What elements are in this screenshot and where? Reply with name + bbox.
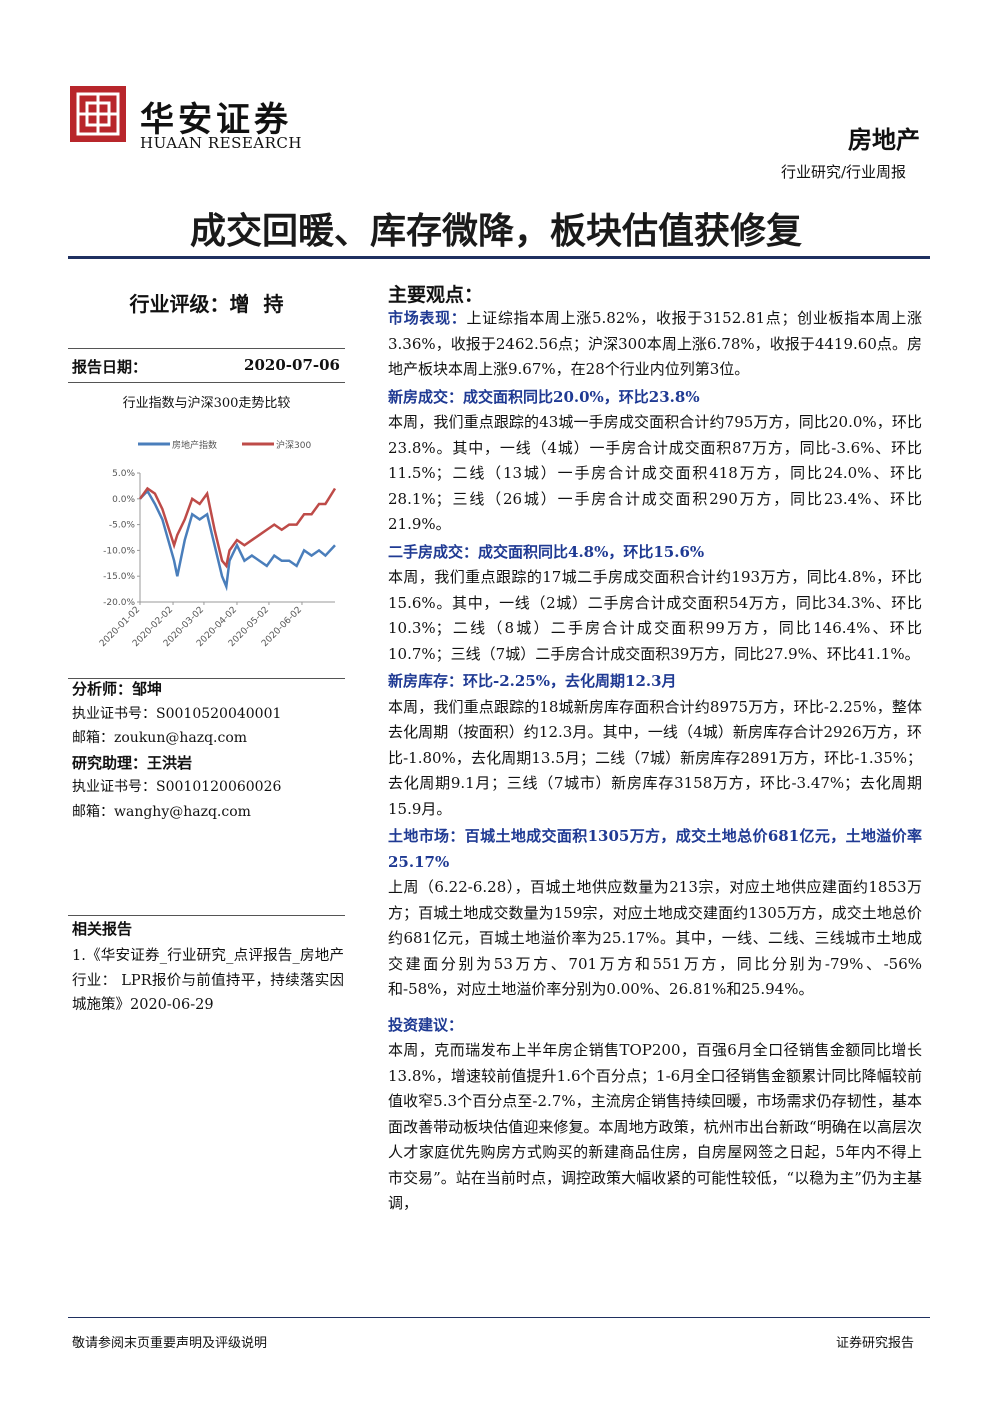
section-text: 本周，我们重点跟踪的17城二手房成交面积合计约193万方，同比4.8%，环比15… — [388, 568, 922, 663]
cert: 执业证书号：S0010520040001 — [72, 702, 347, 727]
analysts: 分析师：邹坤 执业证书号：S0010520040001 邮箱：zoukun@hazq… — [72, 677, 347, 824]
line-series — [138, 486, 337, 569]
y-tick-label: 5.0% — [112, 469, 135, 479]
rating-label: 行业评级： — [129, 292, 230, 316]
section-text: 本周，我们重点跟踪的18城新房库存面积合计约8975万方，环比-2.25%，整体… — [388, 697, 922, 818]
logo — [70, 86, 126, 142]
related-title: 相关报告 — [72, 920, 133, 938]
sector: 房地产 — [848, 125, 920, 154]
email-label: 邮箱： — [72, 730, 114, 746]
rule — [68, 382, 345, 383]
y-tick-label: 0.0% — [112, 495, 135, 505]
email-label: 邮箱： — [72, 803, 114, 820]
section-heading: 二手房成交：成交面积同比4.8%，环比15.6% — [388, 542, 705, 561]
name: 邹坤 — [132, 680, 163, 698]
footer-rule — [68, 1317, 930, 1318]
section-heading: 新房成交：成交面积同比20.0%，环比23.8% — [388, 387, 700, 406]
section-text: 上周（6.22-6.28），百城土地供应数量为213宗，对应土地供应建面约185… — [388, 878, 922, 998]
email: 邮箱：zoukun@hazq.com — [72, 726, 347, 751]
paragraph: 市场表现：上证综指本周上涨5.82%，收报于3152.81点；创业板指本周上涨3… — [388, 306, 922, 383]
y-tick-label: -15.0% — [103, 572, 135, 582]
section-text: 本周，我们重点跟踪的43城一手房成交面积合计约795万方，同比20.0%，环比2… — [388, 413, 922, 533]
section-text: 上证综指本周上涨5.82%，收报于3152.81点；创业板指本周上涨3.36%，… — [388, 309, 922, 378]
email-value: wanghy@hazq.com — [114, 803, 251, 820]
chart-title: 行业指数与沪深300走势比较 — [122, 396, 291, 411]
footer-left: 敬请参阅末页重要声明及评级说明 — [72, 1336, 268, 1351]
rule — [68, 348, 345, 349]
rule — [68, 678, 345, 679]
cert-value: S0010120060026 — [156, 779, 282, 795]
cert-value: S0010520040001 — [156, 705, 282, 722]
rating-value: 增 持 — [229, 292, 284, 316]
footer-right: 证券研究报告 — [835, 1336, 914, 1351]
line-series — [139, 488, 336, 592]
name: 王洪岩 — [147, 753, 193, 772]
y-tick-label: -20.0% — [103, 598, 135, 608]
section-heading: 土地市场：百城土地成交面积1305万方，成交土地总价681亿元，土地溢价率25.… — [388, 827, 922, 871]
title: 成交回暖、库存微降，板块估值获修复 — [189, 210, 802, 252]
main-title: 主要观点： — [388, 284, 484, 306]
analyst-name: 分析师：邹坤 — [72, 677, 347, 702]
cert-label: 执业证书号： — [72, 779, 156, 795]
invest-heading: 投资建议： — [388, 1015, 464, 1034]
related-item: 1.《华安证券_行业研究_点评报告_房地产行业： LPR报价与前值持平，持续落实… — [72, 948, 344, 1013]
analyst-name: 研究助理：王洪岩 — [72, 751, 347, 776]
legend-label: 房地产指数 — [172, 439, 217, 451]
role: 分析师： — [72, 680, 133, 698]
date-label: 报告日期： — [72, 358, 148, 376]
title-rule — [68, 256, 930, 259]
email: 邮箱：wanghy@hazq.com — [72, 800, 347, 825]
role: 研究助理： — [72, 753, 148, 772]
main-body: 市场表现：上证综指本周上涨5.82%，收报于3152.81点；创业板指本周上涨3… — [388, 306, 922, 1217]
y-tick-label: -5.0% — [109, 521, 136, 531]
legend-label: 沪深300 — [276, 439, 311, 451]
brand-en: HUAAN RESEARCH — [140, 134, 302, 152]
invest-text: 本周，克而瑞发布上半年房企销售TOP200，百强6月全口径销售金额同比增长13.… — [388, 1041, 922, 1212]
cert: 执业证书号：S0010120060026 — [72, 775, 347, 800]
cert-label: 执业证书号： — [72, 705, 156, 722]
date-value: 2020-07-06 — [244, 356, 340, 374]
y-tick-label: -10.0% — [103, 546, 135, 556]
report-type: 行业研究/行业周报 — [780, 163, 906, 181]
section-heading: 新房库存：环比-2.25%，去化周期12.3月 — [388, 672, 677, 690]
chart: 5.0%0.0%-5.0%-10.0%-15.0%-20.0%2020-01-0… — [98, 439, 337, 649]
brand: 华安证券 — [140, 100, 292, 140]
section-heading: 市场表现： — [388, 309, 467, 327]
rule — [68, 915, 345, 916]
email-value: zoukun@hazq.com — [114, 730, 248, 746]
rating: 行业评级：增 持 — [68, 288, 345, 317]
